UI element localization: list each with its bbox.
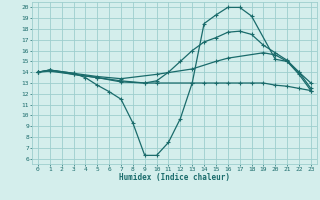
X-axis label: Humidex (Indice chaleur): Humidex (Indice chaleur) [119, 173, 230, 182]
